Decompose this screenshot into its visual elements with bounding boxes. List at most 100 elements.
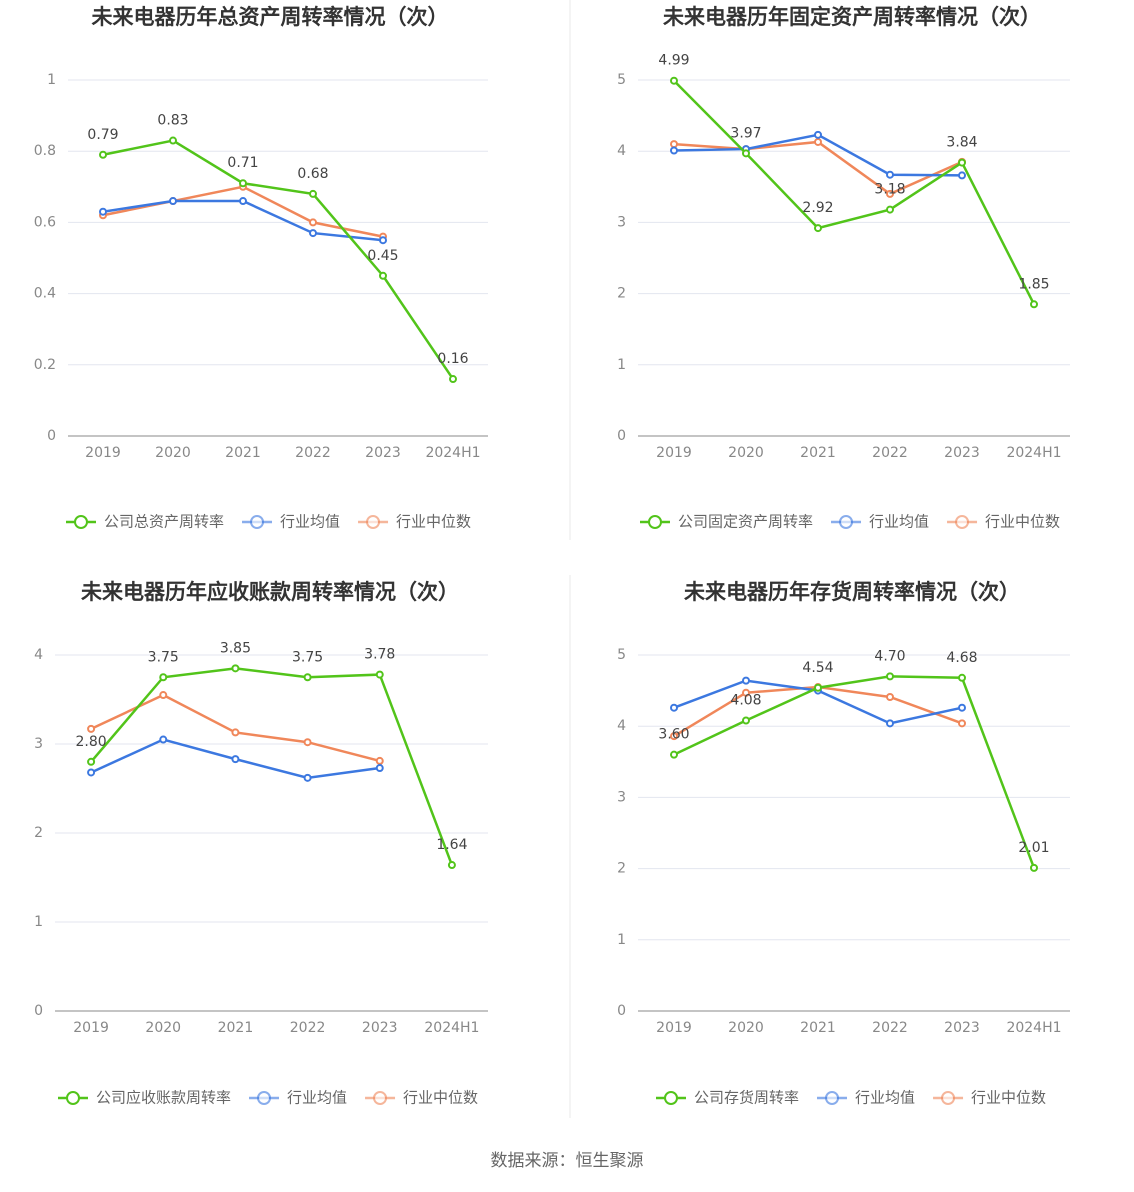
point [958, 719, 966, 728]
point [231, 728, 240, 737]
legend-marker [373, 1091, 388, 1105]
legend-label: 行业中位数 [403, 1089, 478, 1107]
x-tick-label: 2024H1 [1006, 445, 1061, 461]
x-tick-label: 2021 [800, 1020, 836, 1036]
point [742, 716, 750, 725]
legend-marker [664, 1091, 678, 1105]
x-tick-label: 2021 [800, 445, 836, 461]
y-tick-label: 2 [34, 825, 43, 841]
value-label: 4.70 [874, 648, 905, 664]
value-label: 0.16 [437, 351, 468, 367]
point [814, 137, 822, 146]
point [169, 197, 177, 206]
value-label: 2.01 [1018, 840, 1049, 856]
y-tick-label: 0.4 [34, 286, 56, 302]
y-tick-label: 2 [617, 861, 626, 877]
point [87, 768, 96, 777]
point [303, 673, 312, 682]
x-tick-label: 2022 [872, 445, 908, 461]
x-tick-label: 2024H1 [1006, 1020, 1061, 1036]
legend-marker [648, 515, 662, 529]
series-line [673, 675, 1036, 869]
point [670, 140, 678, 149]
point [231, 755, 240, 764]
y-tick-label: 4 [617, 718, 626, 734]
legend-label: 行业均值 [869, 513, 929, 531]
x-tick-label: 2022 [295, 445, 331, 461]
point [379, 271, 387, 280]
point [99, 150, 107, 159]
legend-marker [250, 515, 265, 529]
x-tick-label: 2023 [944, 1020, 980, 1036]
y-tick-label: 2 [617, 286, 626, 302]
value-label: 0.45 [367, 248, 398, 264]
point [309, 229, 317, 238]
y-tick-label: 1 [617, 357, 626, 373]
point [886, 170, 894, 179]
y-tick-label: 4 [34, 647, 43, 663]
point [375, 670, 384, 679]
legend-label: 行业中位数 [971, 1089, 1046, 1107]
legend-label: 行业均值 [280, 513, 340, 531]
point [239, 197, 247, 206]
source: 数据来源：恒生聚源 [491, 1151, 644, 1171]
y-tick-label: 0.8 [34, 143, 56, 159]
y-tick-label: 1 [34, 914, 43, 930]
value-label: 3.18 [874, 182, 905, 198]
y-tick-label: 3 [617, 789, 626, 805]
x-tick-label: 2021 [225, 445, 261, 461]
point [886, 205, 894, 214]
point [670, 146, 678, 155]
x-tick-label: 2020 [155, 445, 191, 461]
legend-label: 公司总资产周转率 [104, 513, 224, 531]
x-tick-label: 2023 [365, 445, 401, 461]
point [309, 189, 317, 198]
chart-title: 未来电器历年总资产周转率情况（次） [92, 5, 449, 29]
point [742, 149, 750, 158]
point [814, 224, 822, 233]
point [309, 218, 317, 227]
point [958, 171, 966, 180]
x-tick-label: 2020 [728, 1020, 764, 1036]
point [958, 158, 966, 167]
point [239, 179, 247, 188]
point [670, 750, 678, 759]
point [886, 693, 894, 702]
y-tick-label: 4 [617, 143, 626, 159]
x-tick-label: 2023 [944, 445, 980, 461]
y-tick-label: 0 [617, 1003, 626, 1019]
x-tick-label: 2019 [73, 1020, 109, 1036]
point [449, 375, 457, 384]
point [447, 861, 456, 870]
value-label: 2.92 [802, 200, 833, 216]
value-label: 4.54 [802, 660, 833, 676]
y-tick-label: 0 [34, 1003, 43, 1019]
legend-marker [839, 515, 854, 529]
point [375, 756, 384, 765]
y-tick-label: 3 [617, 214, 626, 230]
point [670, 732, 678, 741]
point [1030, 300, 1038, 309]
point [99, 207, 107, 216]
point [886, 672, 894, 681]
legend-label: 公司存货周转率 [694, 1089, 799, 1107]
point [375, 764, 384, 773]
series-line [102, 139, 455, 380]
legend-marker [825, 1091, 840, 1105]
point [379, 236, 387, 245]
legend-label: 公司应收账款周转率 [96, 1089, 231, 1107]
x-tick-label: 2019 [656, 1020, 692, 1036]
x-tick-label: 2020 [145, 1020, 181, 1036]
y-tick-label: 1 [47, 72, 56, 88]
point [958, 703, 966, 712]
point [159, 673, 168, 682]
point [231, 664, 240, 673]
value-label: 2.80 [75, 734, 106, 750]
chart-title: 未来电器历年固定资产周转率情况（次） [663, 5, 1041, 29]
point [303, 773, 312, 782]
chart-title: 未来电器历年存货周转率情况（次） [684, 580, 1020, 604]
point [742, 676, 750, 685]
x-tick-label: 2019 [85, 445, 121, 461]
value-label: 3.97 [730, 125, 761, 141]
